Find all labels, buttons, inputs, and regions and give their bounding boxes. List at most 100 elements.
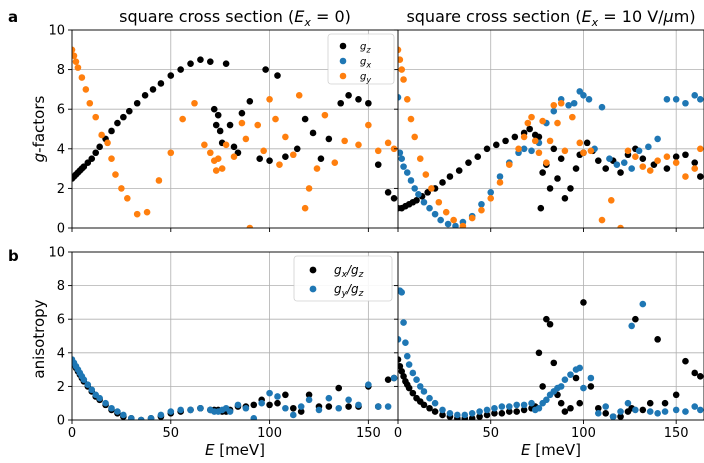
y-tick-label: 6 <box>57 103 65 118</box>
point-g_y-g_z <box>250 415 258 420</box>
point-g_x <box>613 161 621 168</box>
point-g_z <box>325 135 333 143</box>
point-g_x-g_z <box>561 408 569 415</box>
point-g_y <box>459 222 467 228</box>
point-g_x-g_z <box>405 384 413 392</box>
point-g_x-g_z <box>594 404 602 412</box>
point-g_y-g_z <box>398 336 402 343</box>
point-g_y <box>557 99 565 107</box>
point-g_y-g_z <box>258 399 265 407</box>
point-g_x <box>654 135 661 143</box>
point-g_x-g_z <box>289 404 297 412</box>
point-g_y <box>133 210 141 218</box>
point-g_y-g_z <box>88 386 96 394</box>
point-g_x <box>645 143 652 151</box>
point-g_y-g_z <box>226 408 234 415</box>
point-g_y <box>384 139 392 147</box>
point-g_z <box>197 56 204 63</box>
point-g_z <box>672 153 680 161</box>
point-g_y-g_z <box>461 411 469 419</box>
point-g_y <box>124 195 131 202</box>
point-g_y <box>242 135 250 143</box>
point-g_y <box>515 145 522 153</box>
point-g_x-g_z <box>398 367 406 375</box>
point-g_x-g_z <box>557 399 565 407</box>
point-g_y-g_z <box>505 403 513 410</box>
point-g_z <box>96 143 103 151</box>
point-g_y-g_z <box>177 406 184 414</box>
point-g_z <box>446 173 454 180</box>
point-g_x <box>420 198 428 206</box>
point-g_x <box>570 99 578 107</box>
point-g_x <box>496 173 504 180</box>
point-g_y-g_z <box>147 415 155 420</box>
point-g_y-g_z <box>315 406 323 414</box>
point-g_y <box>92 113 100 121</box>
point-g_y-g_z <box>102 399 109 407</box>
point-g_y-g_z <box>682 408 689 415</box>
point-g_y-g_z <box>476 408 483 415</box>
point-g_y-g_z <box>167 408 175 415</box>
point-g_x-g_z <box>431 408 439 415</box>
point-g_z <box>120 113 127 121</box>
point-g_z <box>526 125 533 133</box>
y-tick-label: 8 <box>57 279 65 294</box>
point-g_x <box>426 204 433 212</box>
point-g_y-g_z <box>274 393 281 400</box>
point-g_y <box>155 177 163 184</box>
point-g_y-g_z <box>242 404 250 412</box>
point-g_y <box>201 141 208 149</box>
point-g_y <box>672 159 680 166</box>
point-g_y <box>118 185 125 192</box>
point-g_y <box>520 133 528 141</box>
point-g_x-g_z <box>654 336 661 343</box>
point-g_y <box>260 147 267 155</box>
point-g_x-g_z <box>546 320 554 328</box>
point-g_y <box>86 99 94 107</box>
point-g_y <box>321 111 329 119</box>
point-g_y <box>78 74 86 81</box>
point-g_y-g_z <box>120 411 127 419</box>
point-g_x-g_z <box>550 359 558 367</box>
point-g_y <box>98 131 105 139</box>
xlabel-left: E [meV] <box>205 441 265 459</box>
point-g_x <box>415 191 422 198</box>
y-tick-label: 8 <box>57 63 65 78</box>
point-g_x <box>398 149 404 157</box>
point-g_y-g_z <box>498 403 506 410</box>
point-g_x-g_z <box>400 373 407 380</box>
x-tick-label: 50 <box>163 426 180 441</box>
point-g_z <box>550 145 558 153</box>
point-g_y-g_z <box>400 319 407 326</box>
point-g_x-g_z <box>580 299 587 306</box>
point-g_y-g_z <box>661 408 669 415</box>
point-g_x-g_z <box>468 415 476 420</box>
point-g_z <box>210 105 218 113</box>
point-g_x <box>663 96 671 103</box>
point-g_x-g_z <box>682 357 689 365</box>
point-g_y-g_z <box>609 413 617 420</box>
point-g_y <box>550 101 558 109</box>
title-left: square cross section (Ex = 0) <box>119 7 351 29</box>
point-g_y <box>341 137 348 145</box>
panel-label-b: b <box>8 247 19 265</box>
x-tick-label: 100 <box>257 426 282 441</box>
point-g_z <box>696 173 704 180</box>
point-g_x-g_z <box>409 389 417 397</box>
point-g_y <box>295 92 303 99</box>
legend-label: gx/gz <box>334 263 364 280</box>
point-g_x-g_z <box>398 356 402 363</box>
point-g_z <box>355 96 362 103</box>
y-tick-label: 0 <box>57 414 65 429</box>
point-g_y <box>82 86 90 93</box>
point-g_x-g_z <box>543 315 550 323</box>
point-g_y-g_z <box>384 403 392 410</box>
point-g_z <box>337 99 345 107</box>
point-g_y <box>598 216 606 224</box>
legend-top: gz gx gy <box>327 33 395 85</box>
point-g_z <box>345 92 352 99</box>
point-g_x-g_z <box>567 404 574 412</box>
point-g_y <box>72 52 78 60</box>
point-g_x <box>620 159 628 166</box>
